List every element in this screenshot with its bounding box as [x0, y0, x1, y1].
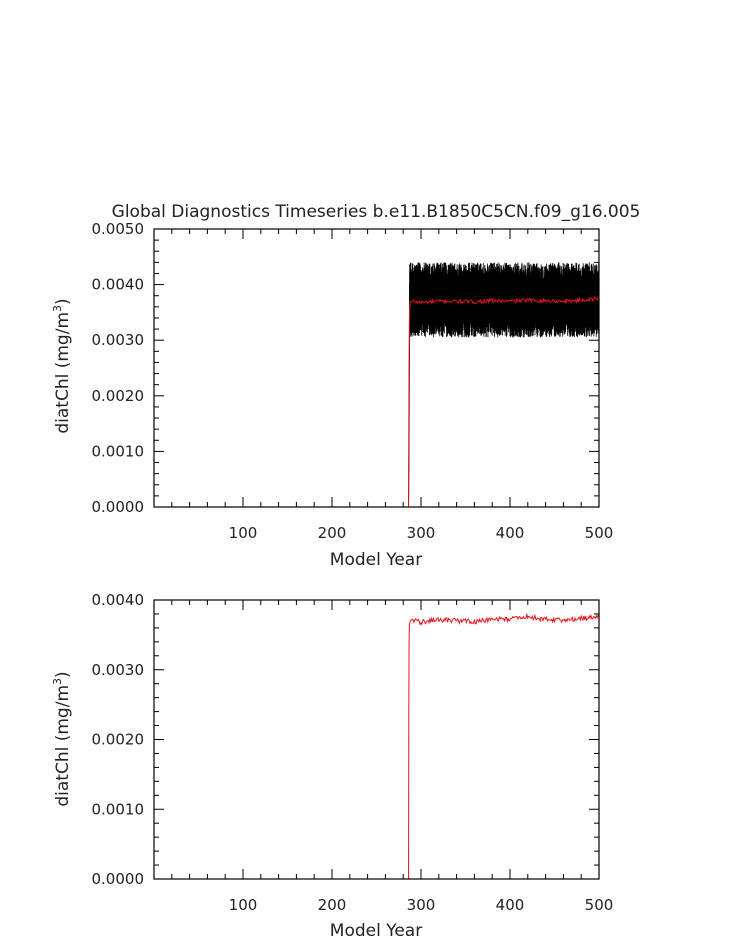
x-tick-label-bottom-500: 500 — [585, 896, 614, 914]
x-tick-label-bottom-300: 300 — [407, 896, 436, 914]
y-axis-label-top-sup: 3 — [51, 305, 64, 312]
y-axis-label-bottom-sup: 3 — [51, 678, 64, 685]
y-tick-label-top-0.0000: 0.0000 — [92, 498, 145, 516]
y-tick-label-bottom-0.0020: 0.0020 — [92, 731, 145, 749]
y-tick-label-top-0.0010: 0.0010 — [92, 442, 145, 460]
y-axis-label-top: diatChl (mg/m3) — [51, 298, 73, 433]
y-tick-label-bottom-0.0030: 0.0030 — [92, 661, 145, 679]
x-tick-label-top-300: 300 — [407, 524, 436, 542]
x-axis-label-top: Model Year — [330, 550, 422, 570]
x-tick-label-top-500: 500 — [585, 524, 614, 542]
series-annual-bottom — [154, 612, 600, 880]
plot-frame-top — [153, 228, 600, 508]
ticks-top: 100 200 300 400 500 0.0000 0.0010 0.0020 0.0030 0… — [92, 220, 614, 542]
x-tick-label-top-200: 200 — [318, 524, 347, 542]
y-axis-label-bottom-main: diatChl (mg/m — [53, 685, 73, 807]
y-tick-label-bottom-0.0010: 0.0010 — [92, 800, 145, 818]
y-tick-label-bottom-0.0040: 0.0040 — [92, 591, 145, 609]
x-axis-label-bottom: Model Year — [330, 921, 422, 941]
plot-area-top — [153, 228, 600, 508]
y-tick-label-top-0.0020: 0.0020 — [92, 387, 145, 405]
y-axis-label-bottom-close: ) — [53, 671, 73, 678]
x-tick-label-bottom-100: 100 — [229, 896, 258, 914]
y-tick-label-top-0.0030: 0.0030 — [92, 331, 145, 349]
y-tick-label-bottom-0.0000: 0.0000 — [92, 870, 145, 888]
x-tick-label-bottom-200: 200 — [318, 896, 347, 914]
plot-frame-bottom — [153, 599, 600, 880]
y-axis-label-top-close: ) — [53, 298, 73, 305]
chart-top: 100 200 300 400 500 0.0000 0.0010 0.0020 0.0030 0… — [51, 220, 613, 570]
y-tick-label-top-0.0040: 0.0040 — [92, 276, 145, 294]
y-axis-label-bottom: diatChl (mg/m3) — [51, 671, 73, 806]
chart-title: Global Diagnostics Timeseries b.e11.B185… — [112, 202, 641, 222]
chart-bottom: 100 200 300 400 500 0.0000 0.0010 0.0020 0.0030 0… — [51, 591, 613, 941]
x-tick-label-bottom-400: 400 — [496, 896, 525, 914]
series-monthly-top-band — [409, 262, 600, 338]
ticks-bottom: 100 200 300 400 500 0.0000 0.0010 0.0020 0.0030 0… — [92, 591, 614, 914]
plot-area-bottom — [153, 599, 600, 880]
y-axis-label-top-main: diatChl (mg/m — [53, 312, 73, 434]
x-tick-label-top-100: 100 — [229, 524, 258, 542]
x-tick-label-top-400: 400 — [496, 524, 525, 542]
y-tick-label-top-0.0050: 0.0050 — [92, 220, 145, 238]
